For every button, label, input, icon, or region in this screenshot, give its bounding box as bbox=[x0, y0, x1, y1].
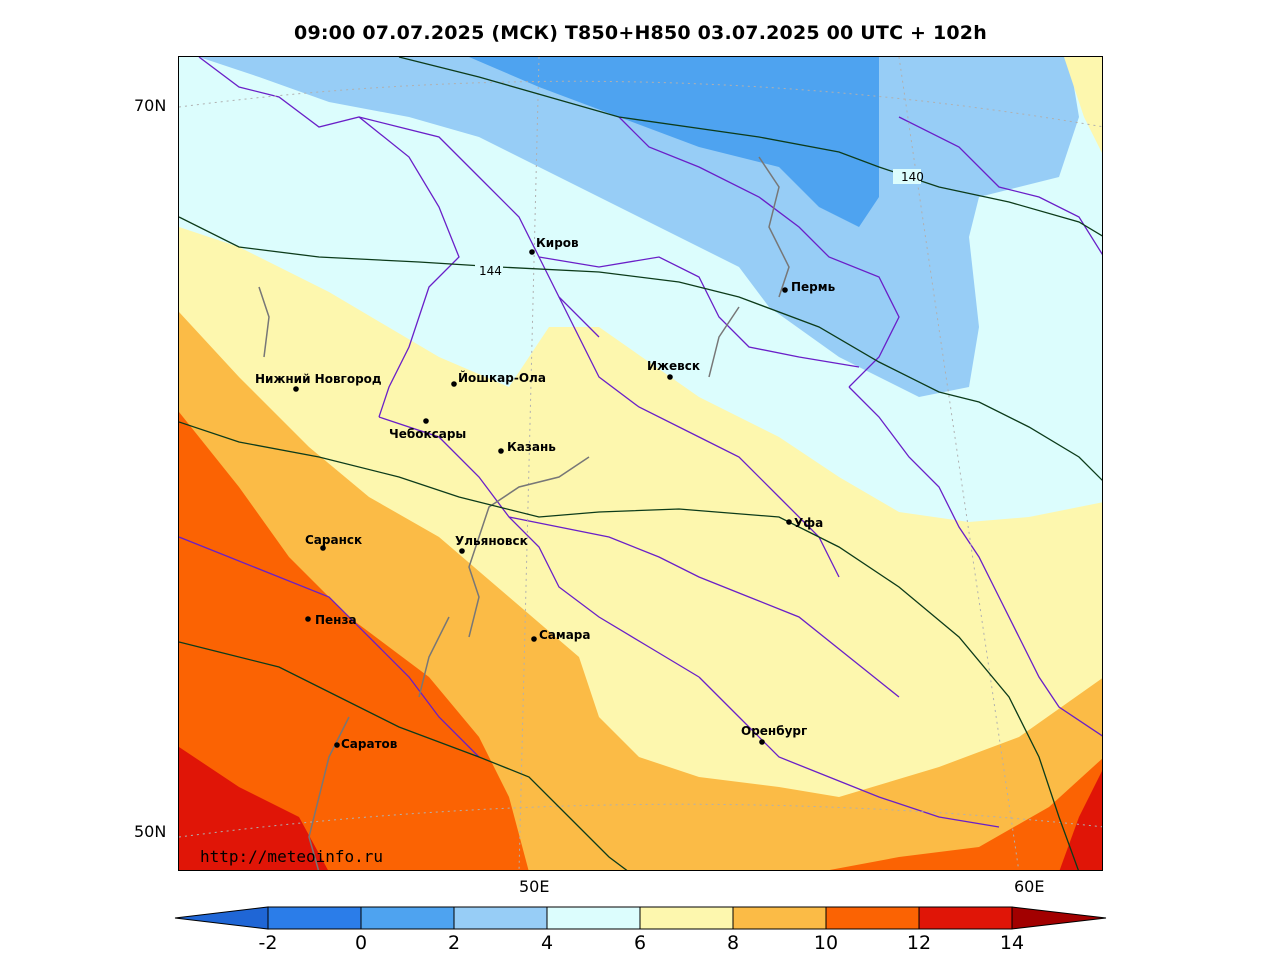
colorbar-tick-label: -2 bbox=[259, 932, 278, 954]
band-10-12-se bbox=[829, 758, 1102, 870]
lat-label-70n: 70N bbox=[134, 96, 167, 115]
city-markers: Киров Пермь Нижний Новгород Йошкар-Ола И… bbox=[255, 236, 836, 751]
colorbar-extend-low bbox=[174, 906, 269, 930]
colorbar-extend-high bbox=[1011, 906, 1107, 930]
city-label-penza: Пенза bbox=[315, 613, 357, 627]
city-dot-cheboksary bbox=[423, 418, 429, 424]
contour-label-bg-144 bbox=[475, 263, 503, 278]
band-10-12 bbox=[179, 412, 529, 870]
colorbar-swatches bbox=[174, 906, 1107, 930]
rivers bbox=[258, 156, 790, 870]
city-dot-perm bbox=[782, 287, 788, 293]
colorbar-swatch bbox=[453, 906, 548, 930]
contour-140 bbox=[398, 57, 1102, 237]
city-dot-saratov bbox=[334, 742, 340, 748]
city-label-nizhny-novgorod: Нижний Новгород bbox=[255, 372, 382, 386]
colorbar-tick-label: 12 bbox=[907, 932, 931, 954]
map-panel[interactable]: 140 144 Киров Пермь Нижний Новгород Йошк… bbox=[178, 56, 1103, 871]
colorbar-tick-label: 2 bbox=[448, 932, 460, 954]
contour-label-bg-140 bbox=[893, 169, 921, 184]
region-borders bbox=[179, 57, 1102, 828]
city-label-cheboksary: Чебоксары bbox=[389, 427, 466, 441]
band-0-2 bbox=[469, 57, 879, 227]
city-label-ufa: Уфа bbox=[794, 516, 823, 530]
city-label-samara: Самара bbox=[539, 628, 591, 642]
band-6-8-ne bbox=[1064, 57, 1102, 153]
colorbar-tick-label: 0 bbox=[355, 932, 367, 954]
lat-label-50n: 50N bbox=[134, 822, 167, 841]
colorbar-swatch bbox=[360, 906, 455, 930]
colorbar-swatch bbox=[918, 906, 1013, 930]
city-label-ulyanovsk: Ульяновск bbox=[455, 534, 528, 548]
graticule bbox=[179, 57, 1102, 870]
temperature-map: 140 144 Киров Пермь Нижний Новгород Йошк… bbox=[179, 57, 1102, 870]
contour-152 bbox=[179, 641, 628, 870]
city-dot-kazan bbox=[498, 448, 504, 454]
city-dot-yoshkar-ola bbox=[451, 381, 457, 387]
city-dot-ulyanovsk bbox=[459, 548, 465, 554]
colorbar-swatch bbox=[732, 906, 827, 930]
city-label-yoshkar-ola: Йошкар-Ола bbox=[458, 370, 546, 385]
city-label-orenburg: Оренбург bbox=[741, 724, 807, 738]
contour-label-144: 144 bbox=[479, 264, 502, 278]
band-12-14-se bbox=[1059, 771, 1102, 870]
colorbar-tick-label: 14 bbox=[1000, 932, 1024, 954]
city-label-saratov: Саратов bbox=[341, 737, 398, 751]
colorbar-tick-label: 6 bbox=[634, 932, 646, 954]
colorbar-tick-label: 4 bbox=[541, 932, 553, 954]
map-title: 09:00 07.07.2025 (МСК) T850+H850 03.07.2… bbox=[294, 22, 987, 44]
lon-label-60e: 60E bbox=[1014, 877, 1045, 896]
contour-144 bbox=[179, 216, 1102, 481]
height-contours bbox=[179, 57, 1102, 870]
city-dot-ufa bbox=[786, 519, 792, 525]
contour-148 bbox=[179, 421, 1079, 870]
city-dot-penza bbox=[305, 616, 311, 622]
watermark-url: http://meteoinfo.ru bbox=[200, 847, 383, 866]
colorbar-tick-labels: -2 0 2 4 6 8 10 12 14 bbox=[259, 932, 1025, 954]
city-label-izhevsk: Ижевск bbox=[647, 359, 700, 373]
band-12-14 bbox=[179, 747, 328, 870]
contour-label-140: 140 bbox=[901, 170, 924, 184]
city-dot-orenburg bbox=[759, 739, 765, 745]
city-dot-izhevsk bbox=[667, 374, 673, 380]
city-dot-nizhny-novgorod bbox=[293, 386, 299, 392]
city-label-kirov: Киров bbox=[536, 236, 579, 250]
colorbar-tick-label: 10 bbox=[814, 932, 838, 954]
colorbar-swatch bbox=[267, 906, 362, 930]
colorbar-tick-label: 8 bbox=[727, 932, 739, 954]
city-label-kazan: Казань bbox=[507, 440, 556, 454]
city-label-saransk: Саранск bbox=[305, 533, 362, 547]
city-label-perm: Пермь bbox=[791, 280, 836, 294]
colorbar-swatch bbox=[639, 906, 734, 930]
city-dot-samara bbox=[531, 636, 537, 642]
city-dot-saransk bbox=[320, 545, 326, 551]
colorbar-swatch bbox=[825, 906, 920, 930]
lon-label-50e: 50E bbox=[519, 877, 550, 896]
colorbar-swatch bbox=[546, 906, 641, 930]
city-dot-kirov bbox=[529, 249, 535, 255]
